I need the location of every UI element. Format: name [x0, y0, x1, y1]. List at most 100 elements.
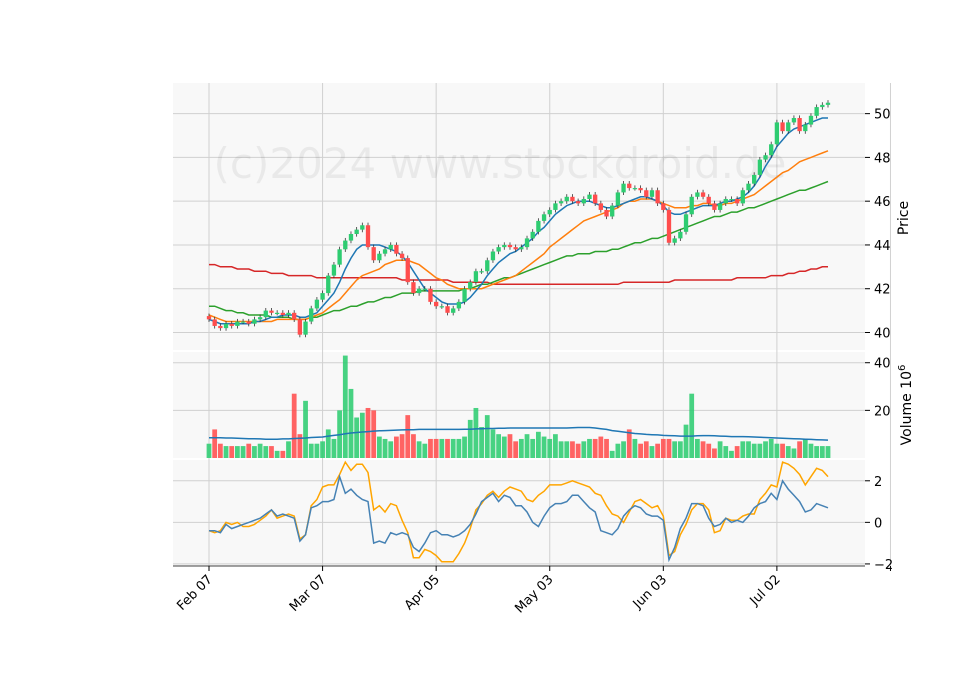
candle-body [377, 253, 382, 261]
candle-body [269, 310, 274, 313]
volume-bar [462, 436, 467, 458]
candle-body [331, 264, 337, 276]
candle-body [416, 288, 422, 294]
volume-bar [399, 434, 405, 458]
volume-bar [371, 410, 377, 458]
candle-body [752, 174, 757, 184]
volume-bar [376, 436, 382, 458]
candle-body [399, 253, 405, 259]
candle-body [536, 220, 541, 232]
x-tick-label: Jul 02 [747, 572, 784, 609]
volume-bar [212, 429, 218, 458]
candle-body [530, 231, 535, 239]
volume-bar [814, 446, 820, 458]
volume-bar [626, 429, 632, 458]
candle-body [280, 312, 285, 315]
indicator-tick-label: 0 [874, 516, 882, 531]
candle-body [621, 183, 626, 193]
candle-body [314, 299, 320, 309]
candle-body [661, 203, 666, 210]
candle-body [507, 244, 513, 248]
candle-body [365, 225, 371, 248]
candle-body [519, 247, 524, 250]
volume-bar [751, 443, 757, 458]
candle-body [337, 249, 342, 265]
volume-bar [547, 438, 553, 458]
volume-bar [229, 446, 235, 458]
candle-body [712, 203, 717, 210]
candle-body [343, 240, 348, 250]
volume-bar [689, 393, 695, 458]
volume-bar [342, 355, 348, 458]
candle-body [547, 209, 552, 215]
volume-bar [655, 443, 661, 458]
candle-body [803, 124, 808, 132]
volume-bar [723, 446, 729, 458]
volume-bar [553, 434, 558, 458]
volume-bar [757, 443, 763, 458]
indicator-tick-label: −2 [874, 558, 893, 573]
volume-bar [638, 443, 643, 458]
volume-bar [615, 443, 621, 458]
candle-body [700, 192, 706, 197]
candle-body [644, 190, 649, 197]
candle-body [212, 319, 217, 326]
candle-body [456, 301, 462, 309]
volume-bar [496, 434, 502, 458]
volume-bar [677, 441, 683, 458]
volume-bar [252, 446, 257, 458]
candle-body [820, 104, 825, 108]
candle-body [513, 247, 518, 250]
candle-body [825, 102, 831, 105]
volume-bar [359, 412, 365, 458]
candle-body [604, 209, 609, 217]
volume-axis-label: Volume 106 [897, 365, 915, 446]
volume-bar [382, 438, 388, 458]
candle-body [723, 198, 728, 204]
candle-body [252, 319, 257, 324]
volume-bar [717, 441, 723, 458]
volume-bar [785, 446, 791, 458]
volume-bar [484, 415, 490, 458]
candle-body [240, 321, 246, 323]
volume-bar [297, 434, 303, 458]
candle-body [422, 288, 427, 290]
volume-bar [706, 443, 712, 458]
x-tick-label: Apr 05 [402, 572, 443, 613]
volume-bar [734, 446, 740, 458]
candle-body [479, 271, 484, 273]
candle-body [388, 244, 393, 250]
volume-bar [649, 446, 655, 458]
volume-bar [774, 443, 780, 458]
candle-body [451, 308, 456, 313]
volume-bar [479, 427, 484, 458]
candle-body [263, 310, 268, 318]
candle-body [439, 306, 444, 308]
candle-body [774, 122, 780, 145]
volume-bar [450, 438, 456, 458]
candle-body [292, 312, 297, 320]
volume-bar [388, 441, 394, 458]
volume-bar [791, 448, 797, 458]
candle-body [485, 260, 490, 272]
volume-bar [217, 443, 223, 458]
indicator-panel-background [173, 460, 865, 566]
candle-body [428, 288, 433, 302]
candle-body [672, 238, 677, 243]
volume-bar [621, 441, 626, 458]
candle-body [678, 231, 683, 239]
volume-bar [501, 436, 507, 458]
candle-body [433, 301, 439, 307]
volume-bar [280, 450, 286, 458]
volume-bar [564, 441, 570, 458]
volume-bar [632, 438, 638, 458]
volume-bar [507, 434, 513, 458]
x-tick-label: May 03 [512, 572, 556, 616]
volume-bar [530, 438, 536, 458]
candle-body [717, 203, 723, 210]
candle-body [553, 203, 558, 210]
candle-body [666, 209, 672, 243]
volume-bar [286, 441, 291, 458]
candle-body [683, 214, 689, 232]
